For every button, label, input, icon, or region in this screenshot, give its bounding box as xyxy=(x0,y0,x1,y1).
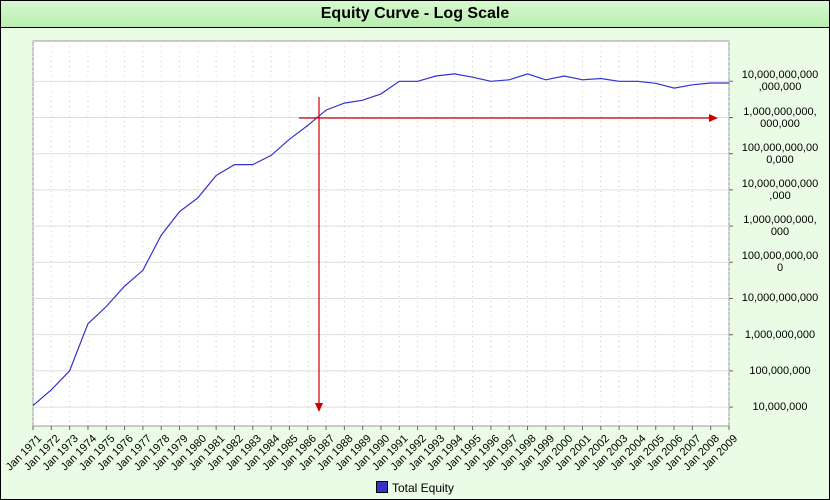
legend-swatch xyxy=(375,481,388,493)
y-tick-label: 100,000,000,00 0,000 xyxy=(741,141,819,166)
y-tick-label: 10,000,000,000 xyxy=(741,292,819,305)
y-tick-label: 1,000,000,000, 000 xyxy=(743,214,817,239)
y-tick-label: 10,000,000 xyxy=(752,401,808,414)
legend: Total Equity xyxy=(1,481,829,495)
plot-area xyxy=(32,40,730,427)
y-tick-label: 10,000,000,000 ,000 xyxy=(741,177,819,202)
y-tick-label: 100,000,000,00 0 xyxy=(741,250,819,275)
legend-label: Total Equity xyxy=(391,481,455,495)
arrow-head xyxy=(709,114,718,122)
y-tick-label: 1,000,000,000, 000,000 xyxy=(743,105,817,130)
y-tick-label: 10,000,000,000 ,000,000 xyxy=(741,69,819,94)
y-tick-label: 100,000,000 xyxy=(749,364,811,377)
y-tick-label: 1,000,000,000 xyxy=(744,328,816,341)
chart-title: Equity Curve - Log Scale xyxy=(1,1,829,28)
arrows xyxy=(299,97,718,412)
arrow-head xyxy=(315,403,323,412)
equity-line xyxy=(32,73,729,407)
